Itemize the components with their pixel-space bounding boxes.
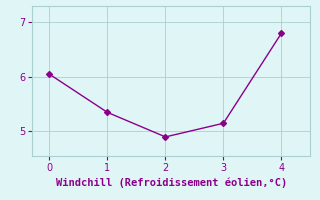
X-axis label: Windchill (Refroidissement éolien,°C): Windchill (Refroidissement éolien,°C) <box>56 177 287 188</box>
